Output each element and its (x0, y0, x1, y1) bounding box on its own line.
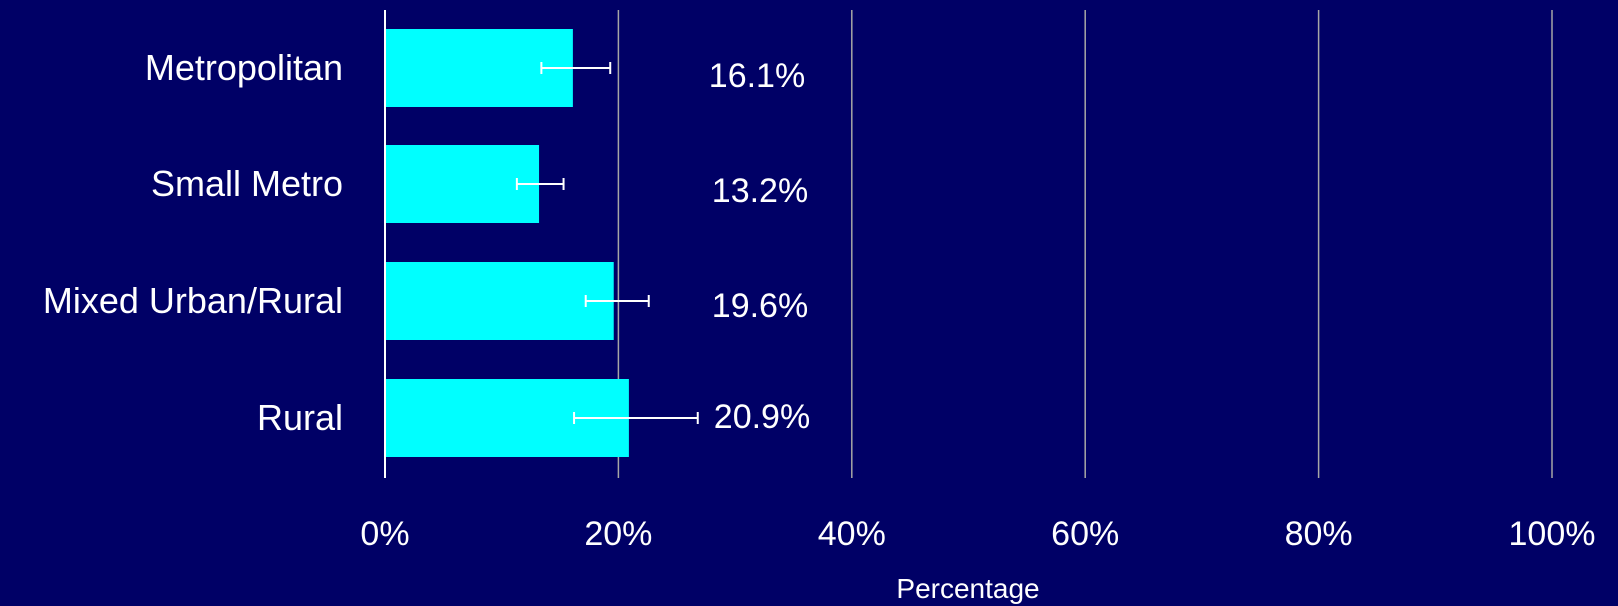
error-bar (573, 412, 699, 424)
bar (385, 262, 614, 340)
x-tick-labels: 0% 20% 40% 60% 80% 100% (360, 515, 1595, 553)
bars (385, 29, 629, 457)
error-bar (515, 178, 565, 190)
error-bar (540, 62, 612, 74)
x-tick-label: 40% (818, 515, 886, 553)
category-label: Small Metro (151, 163, 343, 204)
data-label: 16.1% (709, 57, 805, 95)
x-tick-label: 80% (1285, 515, 1353, 553)
x-tick-label: 20% (584, 515, 652, 553)
x-axis-title: Percentage (896, 573, 1039, 604)
data-label: 13.2% (712, 172, 808, 210)
error-bar (584, 295, 650, 307)
category-label: Rural (257, 397, 343, 438)
data-label: 20.9% (714, 398, 810, 436)
category-label: Metropolitan (145, 47, 343, 88)
bar (385, 145, 540, 223)
x-tick-label: 100% (1509, 515, 1596, 553)
error-bars (515, 62, 699, 424)
x-tick-label: 0% (360, 515, 409, 553)
value-labels: 16.1% 13.2% 19.6% 20.9% (709, 57, 810, 436)
data-label: 19.6% (712, 287, 808, 325)
category-labels: Metropolitan Small Metro Mixed Urban/Rural… (43, 47, 343, 438)
category-label: Mixed Urban/Rural (43, 280, 343, 321)
x-tick-label: 60% (1051, 515, 1119, 553)
